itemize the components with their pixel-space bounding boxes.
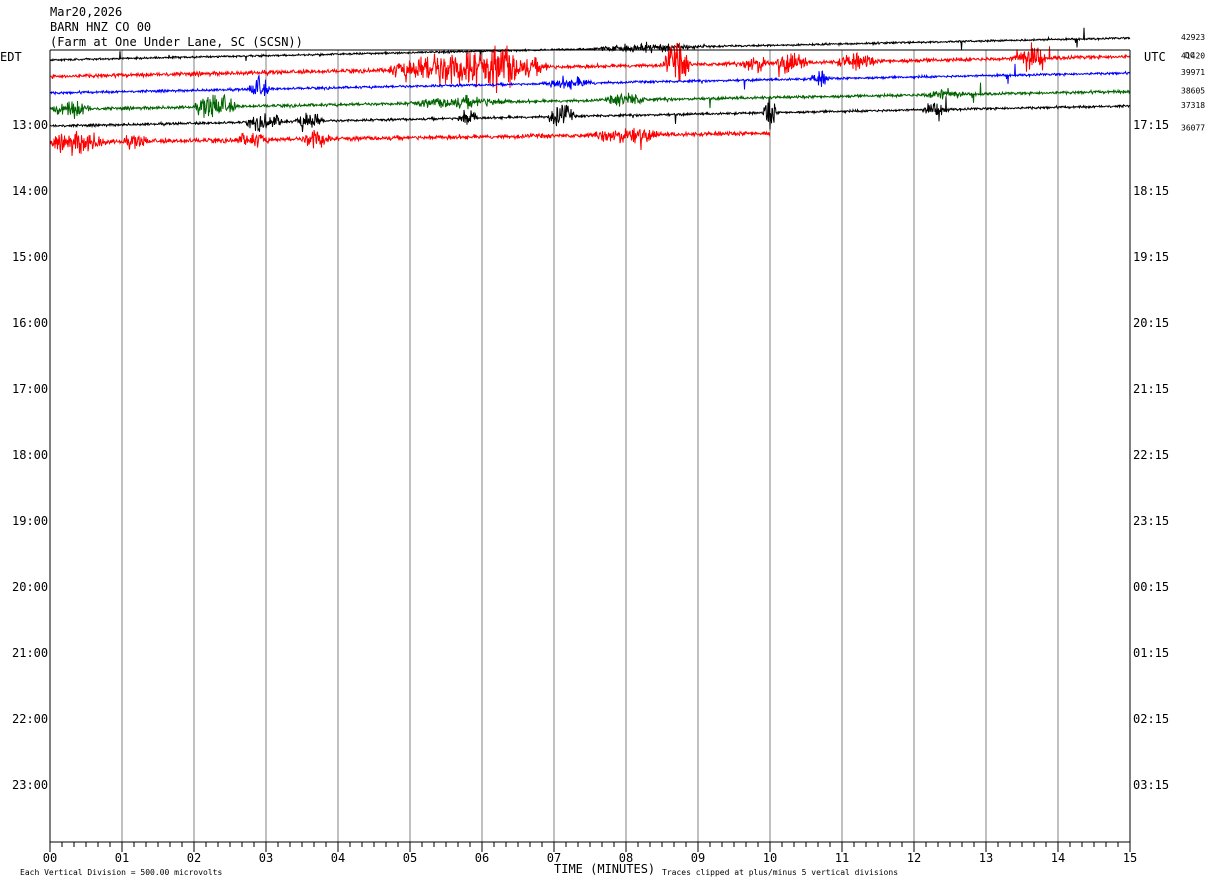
dc-value: 41420 (1181, 52, 1205, 61)
minute-ticks (49, 842, 1131, 852)
edt-hour-label: 16:00 (12, 316, 48, 330)
minute-label: 01 (115, 851, 129, 865)
scale-note: Each Vertical Division = 500.00 microvol… (20, 868, 222, 877)
utc-hour-label: 23:15 (1133, 514, 1169, 528)
minute-label: 06 (475, 851, 489, 865)
minute-label: 12 (907, 851, 921, 865)
edt-hour-label: 20:00 (12, 580, 48, 594)
minute-label: 11 (835, 851, 849, 865)
clip-note: Traces clipped at plus/minus 5 vertical … (662, 868, 898, 877)
utc-hour-label: 03:15 (1133, 778, 1169, 792)
trace-line (49, 63, 1131, 97)
utc-hour-label: 20:15 (1133, 316, 1169, 330)
edt-hour-label: 19:00 (12, 514, 48, 528)
edt-hour-label: 23:00 (12, 778, 48, 792)
utc-hour-label: 22:15 (1133, 448, 1169, 462)
edt-hour-label: 21:00 (12, 646, 48, 660)
minute-labels: 00 01 02 03 04 05 06 07 08 09 10 11 12 13 14 15 (43, 851, 1137, 865)
minute-label: 09 (691, 851, 705, 865)
minute-label: 14 (1051, 851, 1065, 865)
trace-line (50, 42, 1131, 94)
dc-label: DC (1185, 51, 1195, 60)
edt-hour-label: 13:00 (12, 118, 48, 132)
trace-line (49, 82, 1130, 119)
dc-value: 37318 (1181, 101, 1205, 110)
minute-label: 08 (619, 851, 633, 865)
minute-label: 13 (979, 851, 993, 865)
minute-label: 05 (403, 851, 417, 865)
utc-hour-label: 17:15 (1133, 118, 1169, 132)
dc-value: 39971 (1181, 68, 1205, 77)
minute-label: 10 (763, 851, 777, 865)
header-station: BARN HNZ CO 00 (50, 20, 151, 34)
dc-values: 42923 41420 39971 38605 37318 36077 (1181, 33, 1205, 133)
minute-label: 04 (331, 851, 345, 865)
minute-label: 07 (547, 851, 561, 865)
minute-label: 15 (1123, 851, 1137, 865)
utc-hour-label: 02:15 (1133, 712, 1169, 726)
utc-hour-label: 21:15 (1133, 382, 1169, 396)
utc-hour-label: 01:15 (1133, 646, 1169, 660)
utc-hour-labels: 17:15 18:15 19:15 20:15 21:15 22:15 23:15 00:15… (1133, 118, 1169, 792)
minute-label: 00 (43, 851, 57, 865)
trace-line (50, 96, 1131, 132)
header-date: Mar20,2026 (50, 5, 122, 19)
header-site: (Farm at One Under Lane, SC (SCSN)) (50, 35, 303, 49)
edt-hour-label: 15:00 (12, 250, 48, 264)
dc-value: 38605 (1181, 87, 1205, 96)
minute-gridlines (121, 50, 1059, 842)
edt-hour-label: 17:00 (12, 382, 48, 396)
utc-hour-label: 19:15 (1133, 250, 1169, 264)
utc-hour-label: 00:15 (1133, 580, 1169, 594)
dc-value: 36077 (1181, 124, 1205, 133)
dc-value: 42923 (1181, 33, 1205, 42)
edt-hour-label: 18:00 (12, 448, 48, 462)
minute-label: 03 (259, 851, 273, 865)
utc-hour-label: 18:15 (1133, 184, 1169, 198)
trace-line (49, 127, 771, 156)
edt-hour-label: 22:00 (12, 712, 48, 726)
edt-hour-labels: 13:00 14:00 15:00 16:00 17:00 18:00 19:00 20:00… (12, 118, 48, 792)
right-axis-title: UTC (1144, 50, 1166, 64)
x-axis-title: TIME (MINUTES) (554, 862, 655, 876)
left-axis-title: EDT (0, 50, 22, 64)
minute-label: 02 (187, 851, 201, 865)
edt-hour-label: 14:00 (12, 184, 48, 198)
